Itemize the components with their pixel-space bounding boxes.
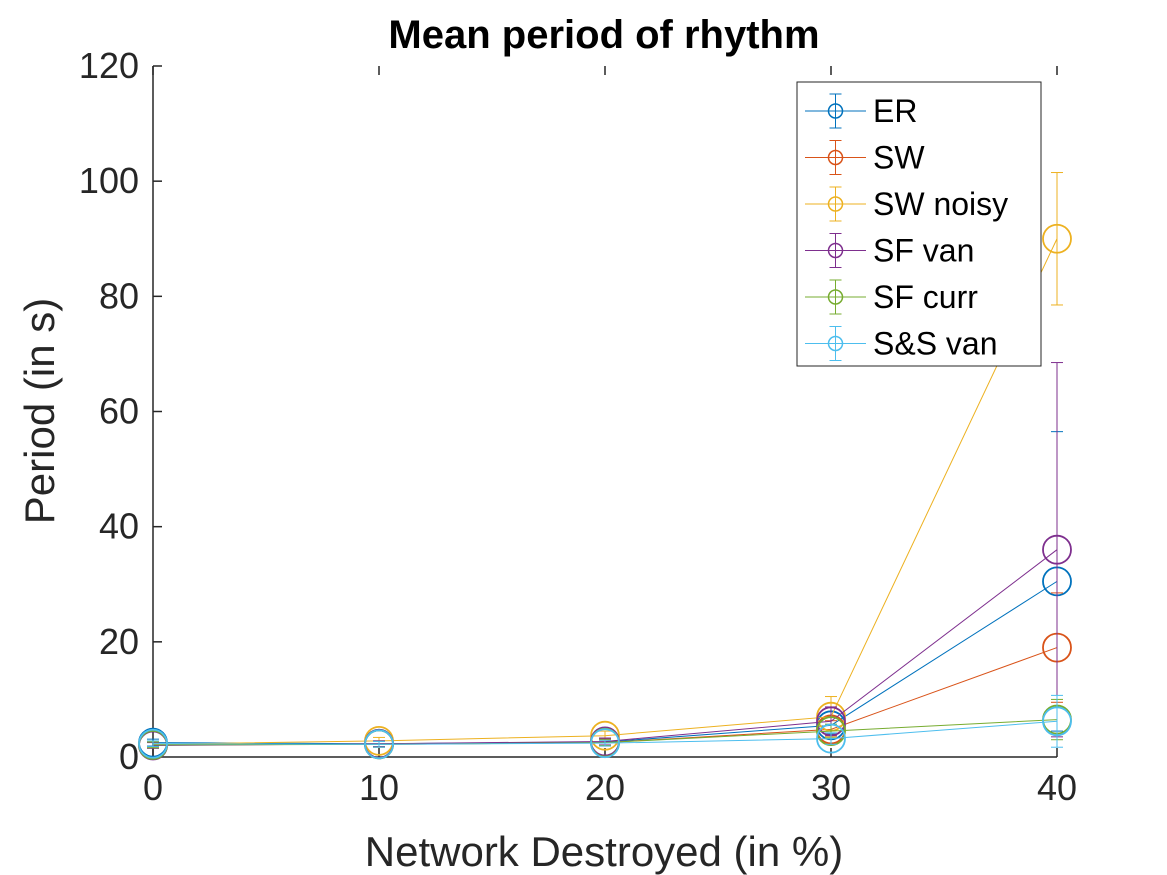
legend-label: SF curr: [873, 279, 978, 315]
legend-item-1: SW: [805, 140, 925, 176]
x-tick-label: 40: [1037, 767, 1077, 808]
x-tick-label: 20: [585, 767, 625, 808]
legend-item-2: SW noisy: [805, 186, 1008, 222]
data-point: [1042, 706, 1072, 737]
data-point: [590, 728, 620, 759]
x-tick-label: 0: [143, 767, 163, 808]
legend-label: SW noisy: [873, 186, 1008, 222]
legend-marker: [827, 289, 844, 305]
legend-item-0: ER: [805, 93, 917, 129]
legend-items: ER SW SW noisy SF van SF curr S&S van: [805, 93, 1008, 362]
legend-marker: [827, 149, 844, 166]
legend-item-4: SF curr: [805, 279, 978, 315]
legend-marker: [827, 196, 844, 212]
legend-marker: [827, 103, 844, 119]
legend-label: SW: [873, 140, 925, 176]
y-tick-label: 120: [79, 45, 139, 86]
axis-ticks: 0 10 20 30 40 0 20 40 60 80 100 120: [79, 45, 1077, 808]
plot-area: 0 10 20 30 40 0 20 40 60 80 100 120: [79, 45, 1077, 808]
data-point: [816, 723, 846, 754]
y-tick-label: 60: [99, 391, 139, 432]
data-point: [138, 728, 168, 759]
legend-marker: [827, 335, 844, 352]
series-layer: [138, 172, 1072, 761]
x-tick-label: 30: [811, 767, 851, 808]
data-point: [1042, 534, 1072, 565]
series-5: [138, 694, 1072, 760]
legend-label: S&S van: [873, 326, 998, 362]
y-tick-label: 40: [99, 506, 139, 547]
data-point: [816, 716, 846, 746]
legend-marker: [827, 242, 844, 259]
x-axis-label: Network Destroyed (in %): [365, 828, 843, 875]
y-tick-label: 80: [99, 275, 139, 316]
legend-item-3: SF van: [805, 233, 974, 269]
data-point: [590, 720, 620, 751]
y-tick-label: 100: [79, 160, 139, 201]
y-axis-label: Period (in s): [16, 298, 63, 524]
y-tick-label: 20: [99, 621, 139, 662]
legend-box: [796, 81, 1042, 367]
data-point: [364, 729, 394, 760]
x-tick-label: 10: [359, 767, 399, 808]
chart-title: Mean period of rhythm: [388, 13, 819, 57]
legend-label: SF van: [873, 233, 974, 269]
y-tick-label: 0: [119, 736, 139, 777]
legend-item-5: S&S van: [805, 326, 998, 362]
legend-label: ER: [873, 93, 917, 129]
legend: ER SW SW noisy SF van SF curr S&S van: [796, 81, 1042, 367]
data-point: [1042, 223, 1072, 254]
